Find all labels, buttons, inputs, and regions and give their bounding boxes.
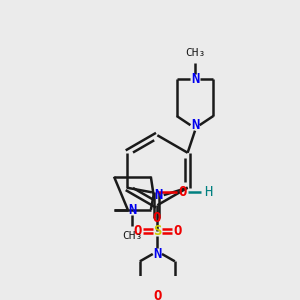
- Text: O: O: [152, 211, 161, 225]
- Text: O: O: [153, 289, 161, 300]
- Text: O: O: [133, 224, 141, 238]
- Text: N: N: [191, 118, 199, 132]
- Text: N: N: [128, 203, 136, 217]
- Text: N: N: [154, 188, 162, 202]
- Text: O: O: [173, 224, 182, 238]
- Text: CH₃: CH₃: [185, 48, 205, 59]
- Text: S: S: [153, 224, 161, 238]
- Text: CH₃: CH₃: [122, 231, 142, 241]
- Text: H: H: [204, 185, 212, 199]
- Text: N: N: [191, 72, 199, 86]
- Text: N: N: [153, 247, 161, 261]
- Text: O: O: [178, 185, 187, 199]
